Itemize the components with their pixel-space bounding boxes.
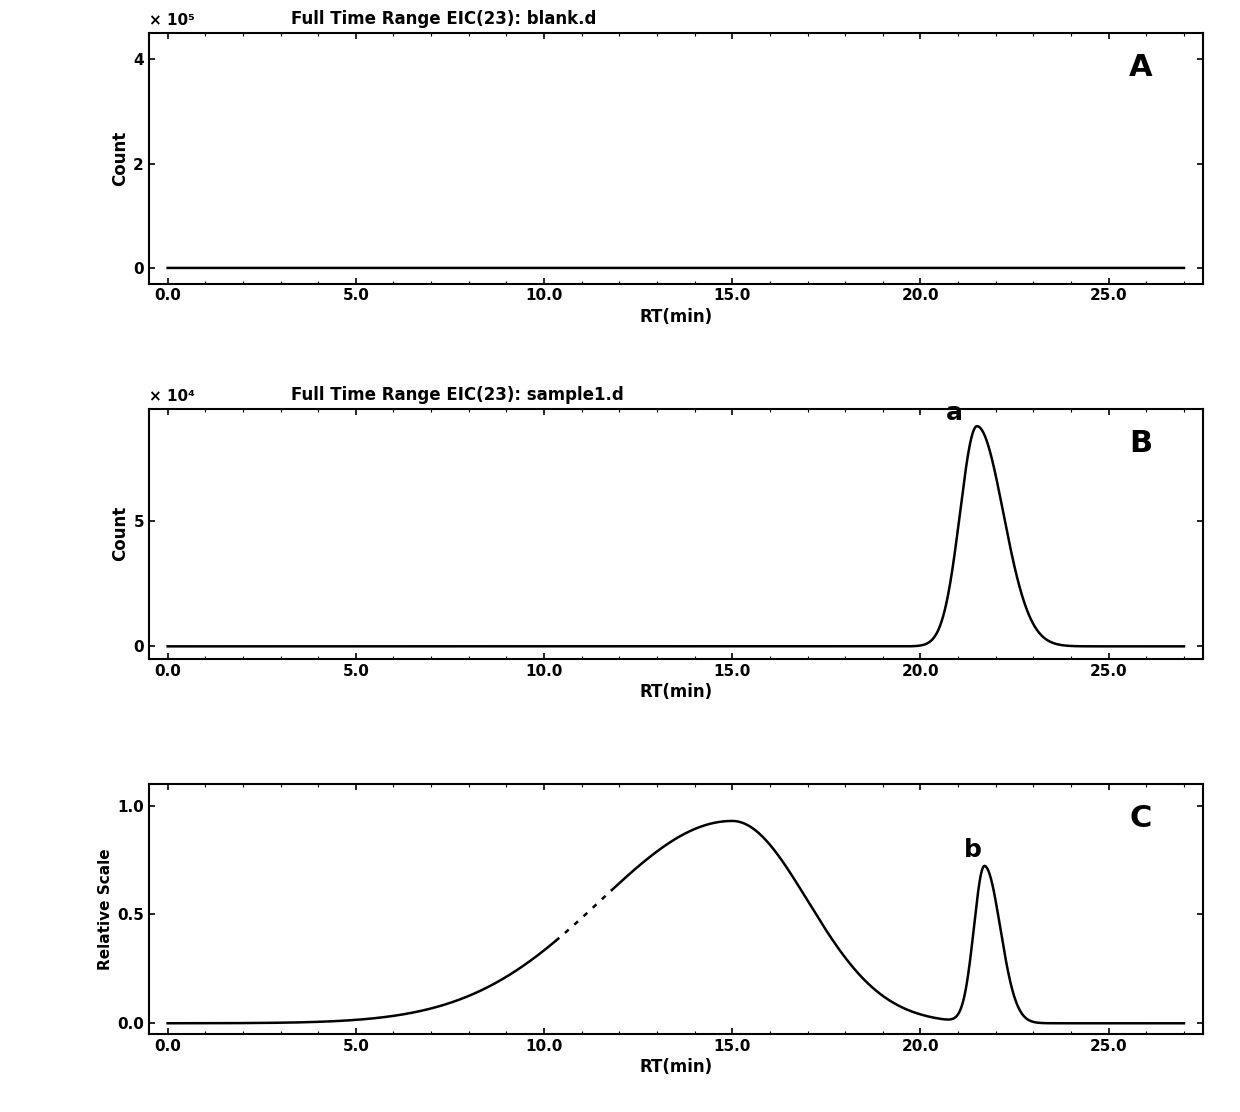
Text: Full Time Range EIC(23): sample1.d: Full Time Range EIC(23): sample1.d [291,386,624,404]
Y-axis label: Count: Count [112,131,129,186]
Text: × 10⁵: × 10⁵ [149,13,195,29]
Text: B: B [1128,428,1152,458]
Text: C: C [1128,804,1152,833]
Text: Full Time Range EIC(23): blank.d: Full Time Range EIC(23): blank.d [291,10,596,29]
X-axis label: RT(min): RT(min) [640,1059,712,1076]
X-axis label: RT(min): RT(min) [640,308,712,326]
Text: a: a [946,401,962,425]
Y-axis label: Relative Scale: Relative Scale [98,848,113,970]
Y-axis label: Count: Count [112,506,129,562]
X-axis label: RT(min): RT(min) [640,683,712,701]
Text: b: b [965,838,982,862]
Text: A: A [1128,53,1153,82]
Text: × 10⁴: × 10⁴ [149,389,195,404]
